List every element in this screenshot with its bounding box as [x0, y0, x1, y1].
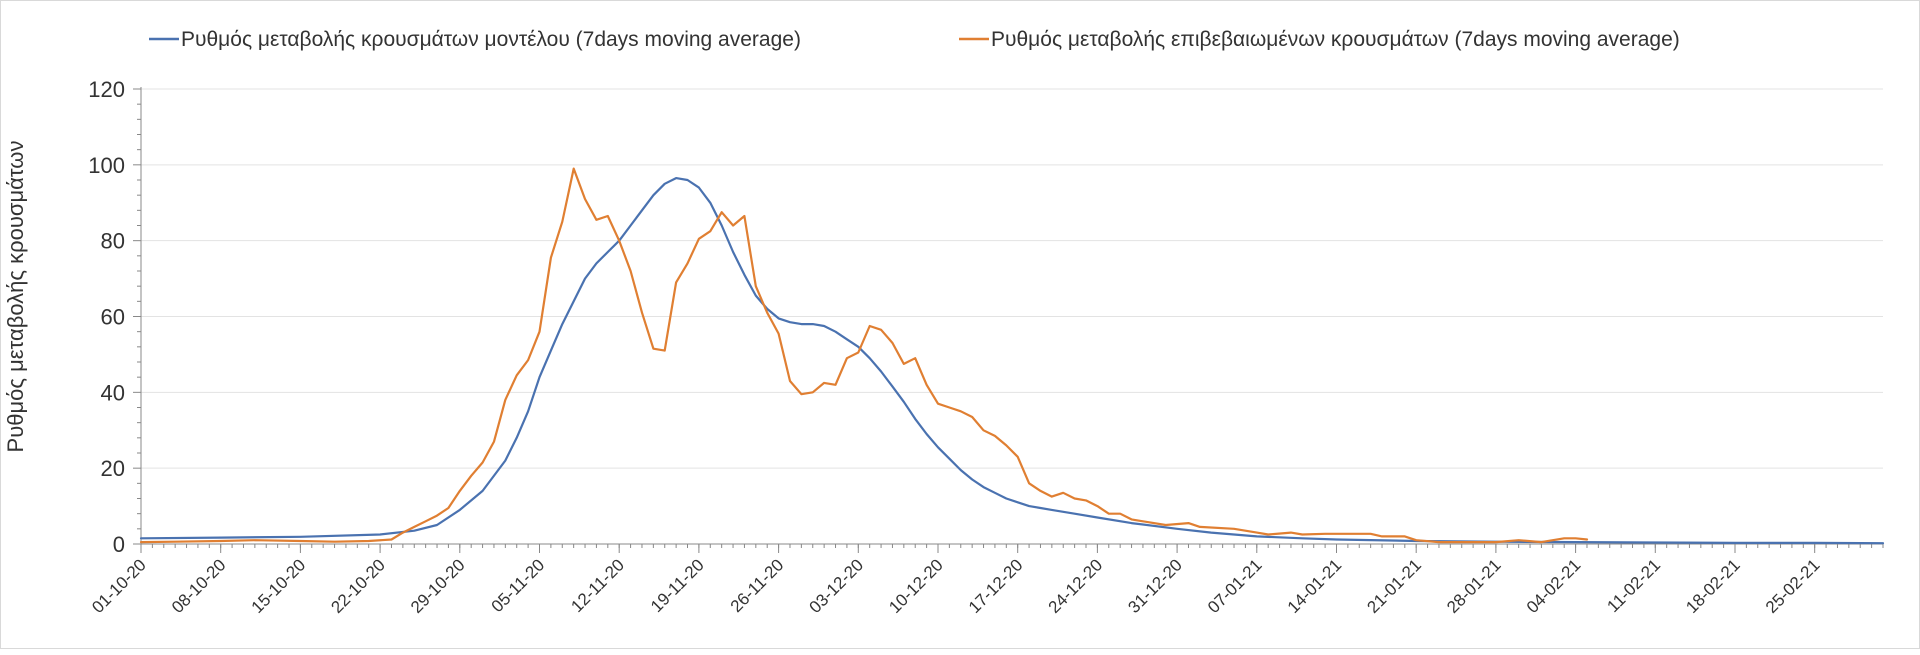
- x-tick-label: 10-12-20: [885, 555, 947, 617]
- grid-lines: [141, 88, 1883, 469]
- legend-label: Ρυθμός μεταβολής επιβεβαιωμένων κρουσμάτ…: [991, 28, 1680, 51]
- x-tick-label: 03-12-20: [806, 555, 868, 617]
- y-axis-label: Ρυθμός μεταβολής κρουσμάτων: [3, 141, 28, 453]
- series-lines: [139, 167, 1885, 545]
- x-tick-label: 26-11-20: [727, 555, 788, 616]
- series-line-model: [139, 177, 1885, 545]
- x-tick-label: 31-12-20: [1124, 555, 1186, 617]
- y-tick-label: 100: [88, 153, 125, 178]
- x-tick-label: 11-02-21: [1603, 555, 1664, 616]
- x-tick-label: 24-12-20: [1045, 555, 1107, 617]
- x-tick-label: 05-11-20: [488, 555, 549, 616]
- x-tick-label: 17-12-20: [965, 555, 1027, 617]
- y-tick-label: 0: [113, 532, 125, 557]
- x-tick-label: 08-10-20: [168, 555, 230, 617]
- y-tick-label: 80: [101, 229, 125, 254]
- x-tick-label: 22-10-20: [327, 555, 389, 617]
- y-tick-label: 20: [101, 456, 125, 481]
- x-tick-label: 01-10-20: [88, 555, 150, 617]
- y-tick-label: 120: [88, 77, 125, 102]
- x-tick-label: 19-11-20: [647, 555, 708, 616]
- legend-label: Ρυθμός μεταβολής κρουσμάτων μοντέλου (7d…: [181, 28, 801, 51]
- x-tick-label: 14-01-21: [1284, 555, 1346, 617]
- x-tick-label: 04-02-21: [1523, 555, 1585, 617]
- x-tick-label: 12-11-20: [567, 555, 628, 616]
- x-tick-label: 28-01-21: [1443, 555, 1505, 617]
- y-tick-label: 40: [101, 380, 125, 405]
- x-tick-label: 29-10-20: [407, 555, 469, 617]
- x-tick-label: 15-10-20: [248, 555, 310, 617]
- x-tick-label: 21-01-21: [1363, 555, 1425, 617]
- series-line-confirmed: [139, 167, 1589, 544]
- x-tick-label: 18-02-21: [1682, 555, 1744, 617]
- x-tick-label: 25-02-21: [1762, 555, 1824, 617]
- legend: Ρυθμός μεταβολής κρουσμάτων μοντέλου (7d…: [149, 28, 1680, 51]
- x-tick-label: 07-01-21: [1204, 555, 1266, 617]
- y-tick-label: 60: [101, 305, 125, 330]
